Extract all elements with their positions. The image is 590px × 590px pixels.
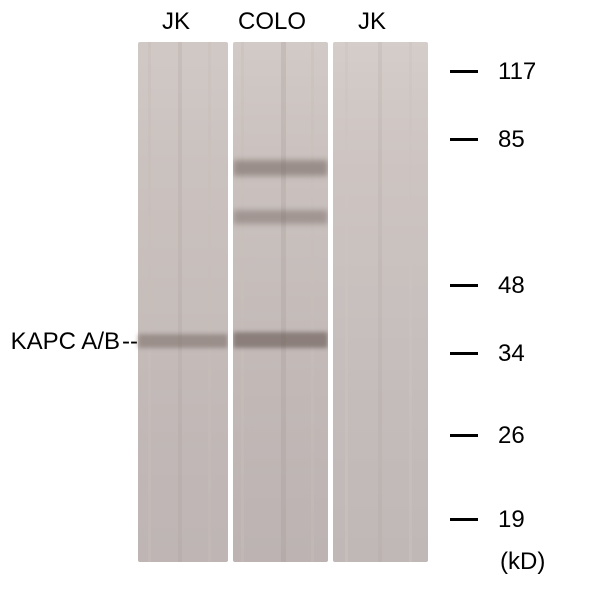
marker-tick-85 [450, 138, 478, 141]
lane-separator-1 [228, 40, 233, 564]
protein-label-dash: -- [122, 328, 138, 356]
lane-2-band-target [233, 332, 328, 348]
lane-1-streak [148, 42, 151, 562]
marker-tick-48 [450, 284, 478, 287]
lane-label-3: JK [358, 8, 386, 36]
marker-label-85: 85 [498, 126, 525, 154]
marker-label-117: 117 [498, 58, 536, 86]
protein-label: KAPC A/B [0, 328, 120, 356]
lane-label-2: COLO [238, 8, 306, 36]
marker-label-19: 19 [498, 506, 525, 534]
marker-tick-117 [450, 70, 478, 73]
lane-2-streak [311, 42, 314, 562]
lane-2-band-2 [233, 210, 328, 224]
lane-3-streak [345, 42, 348, 562]
lane-2-band-1 [233, 160, 328, 176]
lane-label-1: JK [162, 8, 190, 36]
unit-label: (kD) [500, 548, 545, 576]
lane-1-bg [138, 42, 228, 562]
blot-figure: KAPC A/B -- JK COLO JK 117 85 48 34 26 [0, 0, 590, 590]
lane-3 [333, 42, 428, 562]
lane-1-band-target [138, 334, 228, 348]
lane-2-streak [241, 42, 244, 562]
marker-label-48: 48 [498, 272, 525, 300]
lane-3-streak [409, 42, 412, 562]
marker-label-26: 26 [498, 422, 525, 450]
lane-1-streak [178, 42, 182, 562]
marker-tick-19 [450, 518, 478, 521]
lane-2 [233, 42, 328, 562]
lane-separator-2 [328, 40, 333, 564]
lane-1-streak [208, 42, 211, 562]
marker-tick-26 [450, 434, 478, 437]
lane-1 [138, 42, 228, 562]
marker-tick-34 [450, 352, 478, 355]
marker-label-34: 34 [498, 340, 525, 368]
lane-2-streak [281, 42, 286, 562]
lane-3-streak [378, 42, 382, 562]
